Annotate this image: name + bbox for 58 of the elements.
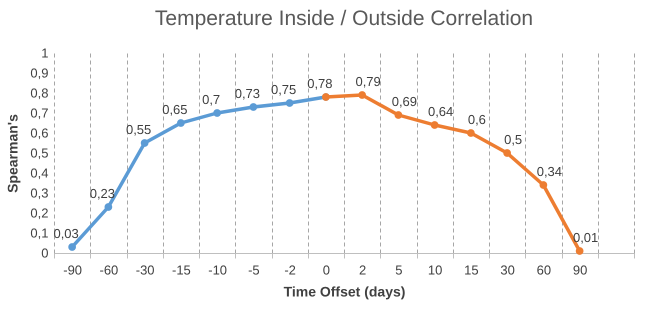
- data-label: 0,55: [126, 122, 152, 137]
- y-tick-label: 0,2: [30, 206, 48, 220]
- data-label: 0,79: [355, 74, 381, 89]
- data-label: 0,6: [468, 112, 486, 127]
- point: [394, 111, 402, 119]
- point: [358, 91, 366, 99]
- x-tick-label: 90: [572, 262, 588, 278]
- x-tick-label: -10: [208, 262, 228, 278]
- x-tick-label: 10: [428, 262, 442, 278]
- data-label: 0,73: [234, 86, 260, 101]
- point: [430, 121, 438, 129]
- y-tick-label: 0,9: [30, 66, 48, 80]
- x-tick-label: -5: [248, 262, 260, 278]
- x-tick-label: -90: [63, 262, 82, 278]
- x-axis-title: Time Offset (days): [284, 284, 406, 300]
- data-label: 0,69: [392, 94, 418, 109]
- x-tick-label: -30: [136, 262, 155, 278]
- y-tick-label: 0,3: [30, 186, 48, 200]
- point: [177, 119, 185, 127]
- data-label: 0,64: [428, 104, 454, 119]
- y-tick-label: 0,6: [30, 126, 48, 140]
- point: [540, 181, 548, 189]
- x-tick-label: -15: [172, 262, 191, 278]
- data-label: 0,03: [53, 226, 79, 241]
- y-tick-label: 1: [41, 46, 48, 60]
- data-label: 0,01: [572, 230, 598, 245]
- point: [286, 99, 294, 107]
- data-label: 0,5: [504, 132, 522, 147]
- x-tick-label: -2: [284, 262, 296, 278]
- point: [250, 103, 258, 111]
- point: [68, 243, 76, 251]
- x-tick-label: 30: [500, 262, 515, 278]
- point: [104, 203, 112, 211]
- y-tick-label: 0,5: [30, 146, 48, 160]
- x-tick-label: -60: [99, 262, 118, 278]
- y-tick-label: 0: [41, 246, 48, 260]
- point: [576, 247, 584, 255]
- data-label: 0,7: [202, 92, 220, 107]
- y-tick-label: 0,1: [30, 226, 48, 240]
- point: [213, 109, 221, 117]
- x-tick-label: 0: [322, 262, 330, 278]
- point: [140, 139, 148, 147]
- data-label: 0,34: [536, 164, 562, 179]
- x-tick-label: 60: [536, 262, 552, 278]
- point: [467, 129, 475, 137]
- x-tick-label: 2: [359, 262, 366, 278]
- data-label: 0,23: [90, 186, 116, 201]
- chart-title: Temperature Inside / Outside Correlation: [154, 7, 534, 30]
- point: [503, 149, 511, 157]
- data-label: 0,65: [162, 102, 188, 117]
- data-label: 0,75: [270, 82, 296, 97]
- y-tick-label: 0,8: [30, 86, 48, 100]
- y-axis-title: Spearman's: [4, 114, 20, 193]
- x-tick-label: 5: [395, 262, 402, 278]
- x-tick-label: 15: [464, 262, 479, 278]
- y-tick-label: 0,4: [30, 166, 48, 180]
- data-label: 0,78: [307, 76, 333, 91]
- y-tick-label: 0,7: [30, 106, 48, 120]
